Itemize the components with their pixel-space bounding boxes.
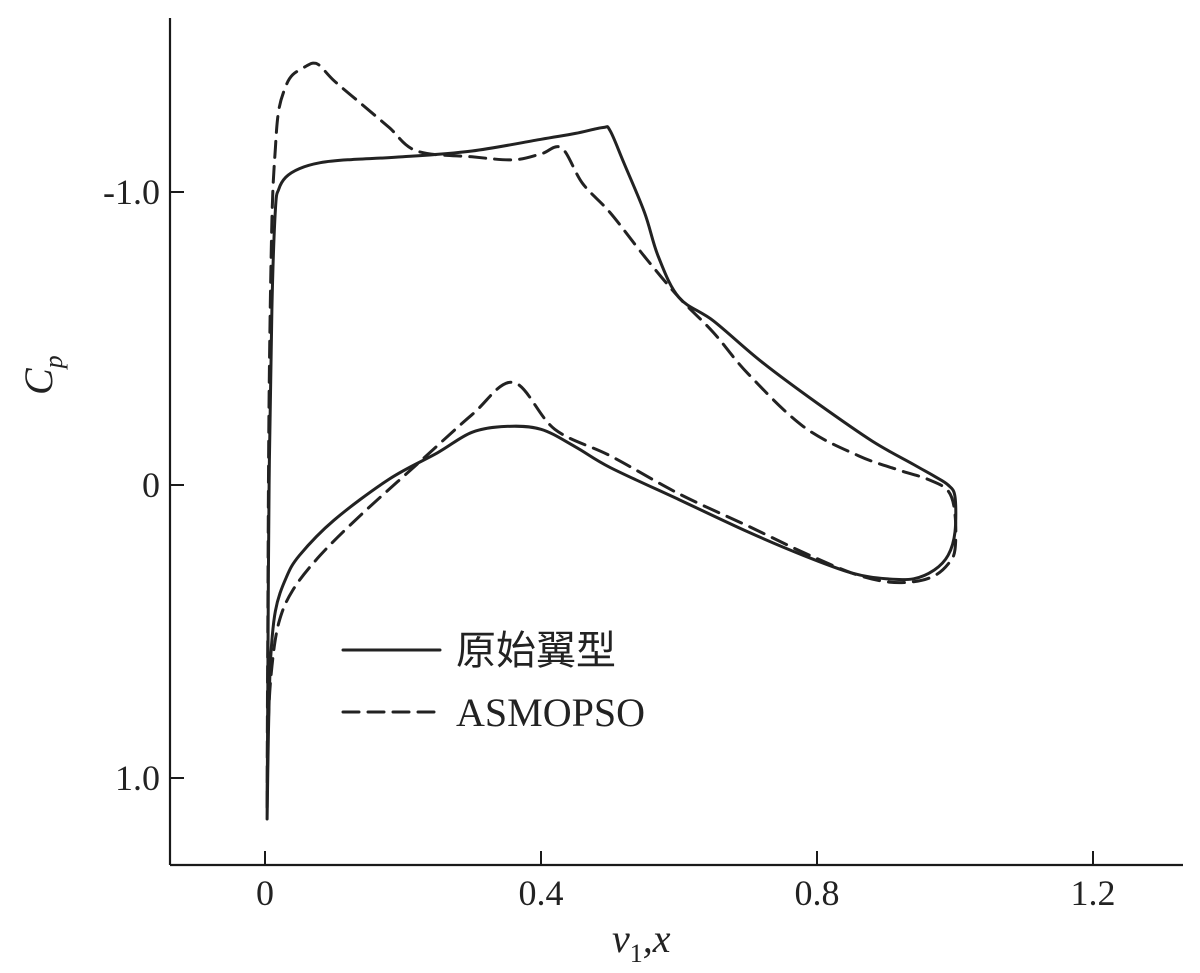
x-tick-label-0: 0 xyxy=(256,873,274,913)
y-axis-title: Cp xyxy=(16,355,68,395)
x-tick-label-1: 0.4 xyxy=(519,873,564,913)
x-axis-title: v1,x xyxy=(612,916,671,968)
legend: 原始翼型 ASMOPSO xyxy=(341,628,645,735)
x-tick-label-2: 0.8 xyxy=(795,873,840,913)
ticks: 0 0.4 0.8 1.2 -1.0 0 1.0 xyxy=(103,172,1116,913)
y-tick-label-1: 0 xyxy=(142,465,160,505)
y-tick-label-0: -1.0 xyxy=(103,172,160,212)
series-line-asmopso xyxy=(265,61,958,809)
legend-label-original: 原始翼型 xyxy=(456,628,616,673)
series-line-original xyxy=(265,125,958,821)
x-tick-label-3: 1.2 xyxy=(1071,873,1116,913)
y-tick-label-2: 1.0 xyxy=(115,758,160,798)
legend-label-asmopso: ASMOPSO xyxy=(456,690,645,735)
series-group xyxy=(265,61,958,821)
